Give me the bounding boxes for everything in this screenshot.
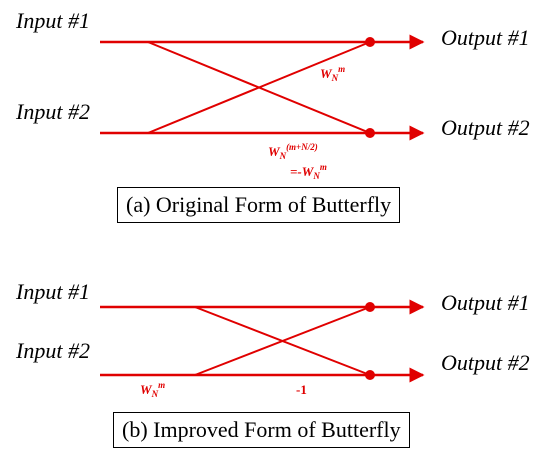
diagram-b-caption: (b) Improved Form of Butterfly [113, 412, 410, 448]
twiddle-sup: (m+N/2) [286, 142, 318, 152]
diagram-a-node-bottom [365, 128, 375, 138]
diagram-a-output2-label: Output #2 [441, 115, 530, 140]
diagram-a-node-top [365, 37, 375, 47]
twiddle-sub: N [279, 151, 287, 161]
twiddle-sup: m [338, 64, 346, 74]
diagram-a-output1-label: Output #1 [441, 25, 530, 50]
diagram-b-node-bottom [365, 370, 375, 380]
equals-sign: = [290, 164, 298, 179]
diagram-b-minus-one: -1 [296, 382, 307, 397]
diagram-b-output1-label: Output #1 [441, 290, 530, 315]
twiddle-sub: N [331, 73, 339, 83]
diagram-b-graphics [100, 299, 425, 383]
diagram-a-input1-label: Input #1 [16, 8, 90, 33]
diagram-a-twiddle-upper: WNm [320, 65, 345, 83]
twiddle-base: W [268, 144, 280, 159]
twiddle-sup: m [158, 380, 166, 390]
diagram-a-input2-label: Input #2 [16, 99, 90, 124]
twiddle-sup: m [319, 162, 327, 172]
diagram-a-twiddle-lower: WN(m+N/2) [268, 143, 318, 161]
diagram-a-twiddle-lower-equivalent: =-WNm [290, 163, 327, 181]
twiddle-base: W [320, 66, 332, 81]
diagram-b-input1-label: Input #1 [16, 279, 90, 304]
diagram-b-node-top [365, 302, 375, 312]
twiddle-base: W [140, 382, 152, 397]
twiddle-sub: N [151, 389, 159, 399]
diagram-b-cross-up [194, 306, 371, 376]
twiddle-sub: N [313, 171, 320, 181]
diagram-a-graphics [100, 34, 425, 141]
twiddle-base: -W [297, 164, 314, 179]
diagram-a-cross-up [147, 41, 371, 134]
diagram-b-twiddle-input: WNm [140, 381, 165, 399]
diagram-a-caption: (a) Original Form of Butterfly [117, 187, 401, 223]
diagram-b-output2-label: Output #2 [441, 350, 530, 375]
diagram-b-input2-label: Input #2 [16, 338, 90, 363]
